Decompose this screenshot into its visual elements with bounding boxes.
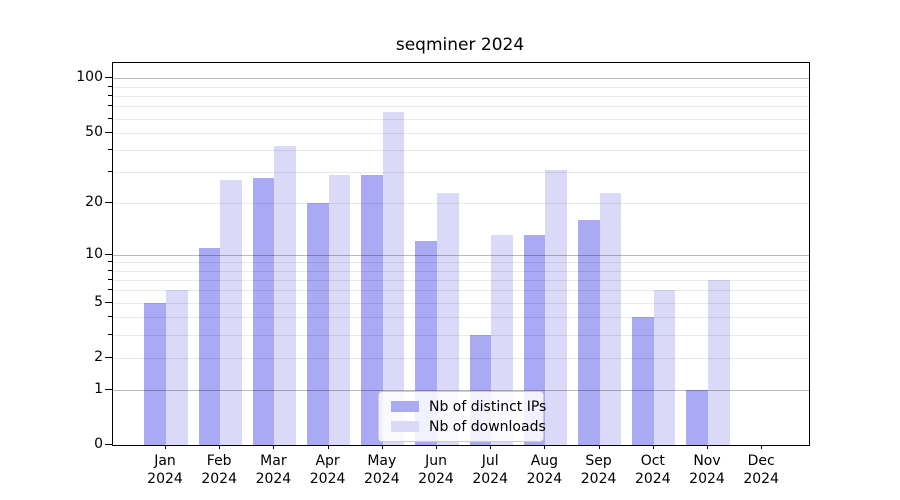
x-tick-mark-apr: [327, 445, 329, 449]
y-minor-tick-6: [108, 289, 112, 291]
y-tick-label-10: 10: [85, 245, 103, 262]
x-tick-label-jan: Jan 2024: [147, 453, 183, 487]
bar-ips-mar: [252, 177, 275, 445]
y-minor-tick-8: [108, 269, 112, 271]
gridline-y-50: [113, 132, 809, 134]
bar-downloads-aug: [545, 169, 568, 445]
bar-ips-jan: [144, 302, 166, 445]
legend-swatch-downloads: [391, 421, 419, 432]
y-tick-mark-5: [105, 301, 112, 303]
x-tick-label-mar: Mar 2024: [255, 453, 292, 487]
y-tick-label-1: 1: [94, 380, 103, 397]
y-tick-mark-1: [105, 388, 112, 390]
bar-ips-sep: [577, 220, 600, 445]
y-tick-label-50: 50: [85, 123, 103, 140]
x-tick-label-nov: Nov 2024: [689, 453, 725, 487]
bar-downloads-nov: [708, 279, 730, 445]
x-tick-mark-mar: [273, 445, 275, 449]
y-minor-tick-80: [108, 95, 112, 97]
legend-label-distinct-ips: Nb of distinct IPs: [429, 398, 547, 415]
gridline-y-40: [113, 150, 809, 152]
bar-downloads-may: [382, 112, 405, 445]
gridline-y-60: [113, 118, 809, 120]
y-minor-tick-40: [108, 149, 112, 151]
y-tick-mark-50: [105, 131, 112, 133]
y-tick-label-5: 5: [94, 293, 103, 310]
y-minor-tick-7: [108, 278, 112, 280]
y-tick-mark-2: [105, 356, 112, 358]
y-minor-tick-4: [108, 316, 112, 318]
x-tick-label-apr: Apr 2024: [309, 453, 346, 487]
bar-ips-nov: [686, 389, 708, 445]
x-tick-mark-jun: [436, 445, 437, 449]
bar-downloads-jun: [437, 192, 459, 445]
y-tick-label-0: 0: [94, 436, 103, 452]
y-tick-label-100: 100: [76, 69, 103, 86]
x-tick-mark-aug: [544, 445, 546, 449]
bar-ips-apr: [306, 203, 329, 445]
x-tick-mark-nov: [707, 445, 708, 449]
y-minor-tick-90: [108, 85, 112, 87]
y-minor-tick-60: [108, 117, 112, 119]
x-tick-label-may: May 2024: [363, 453, 400, 487]
bar-downloads-mar: [274, 146, 297, 445]
y-tick-label-20: 20: [85, 194, 103, 211]
gridline-y-30: [113, 172, 809, 174]
y-minor-tick-9: [108, 261, 112, 263]
bar-ips-feb: [198, 247, 221, 445]
y-tick-mark-10: [105, 253, 112, 255]
x-tick-label-aug: Aug 2024: [526, 453, 563, 487]
x-tick-label-jul: Jul 2024: [472, 453, 508, 487]
bar-downloads-feb: [220, 180, 242, 445]
y-tick-mark-20: [105, 202, 112, 204]
x-tick-mark-dec: [761, 445, 763, 449]
legend-item-downloads: Nb of downloads: [379, 418, 546, 435]
bar-downloads-apr: [328, 174, 351, 445]
x-tick-mark-sep: [598, 445, 600, 449]
y-tick-label-2: 2: [94, 348, 103, 365]
x-tick-label-jun: Jun 2024: [418, 453, 454, 487]
x-tick-mark-jan: [165, 445, 166, 449]
legend-label-downloads: Nb of downloads: [429, 418, 546, 435]
x-tick-mark-feb: [219, 445, 221, 449]
x-tick-mark-jul: [490, 445, 492, 449]
x-tick-label-oct: Oct 2024: [634, 453, 671, 487]
bar-downloads-oct: [653, 290, 676, 445]
y-tick-mark-0: [105, 444, 112, 445]
gridline-y-100: [113, 78, 809, 80]
y-tick-mark-100: [105, 77, 112, 79]
x-tick-label-feb: Feb 2024: [201, 453, 237, 487]
y-minor-tick-70: [108, 105, 112, 107]
legend: Nb of distinct IPs Nb of downloads: [378, 391, 547, 442]
bar-downloads-sep: [599, 192, 622, 445]
x-tick-mark-may: [381, 445, 383, 449]
y-minor-tick-3: [108, 333, 112, 335]
legend-swatch-ips: [391, 401, 419, 412]
gridline-y-80: [113, 96, 809, 98]
x-tick-mark-oct: [652, 445, 654, 449]
plot-area: [112, 62, 810, 446]
bar-ips-may: [361, 174, 383, 445]
legend-item-distinct-ips: Nb of distinct IPs: [379, 398, 547, 415]
x-tick-label-sep: Sep 2024: [580, 453, 617, 487]
gridline-y-90: [113, 86, 809, 88]
chart-title: seqminer 2024: [395, 35, 525, 55]
x-tick-label-dec: Dec 2024: [743, 453, 779, 487]
y-minor-tick-30: [108, 171, 112, 173]
gridline-y-70: [113, 106, 809, 108]
bar-ips-oct: [632, 317, 654, 445]
bar-downloads-jan: [166, 290, 188, 445]
gridline-y-20: [113, 203, 809, 205]
